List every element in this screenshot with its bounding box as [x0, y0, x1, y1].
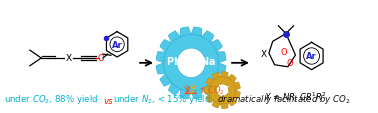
Text: $\uparrow$$CO_2$: $\uparrow$$CO_2$ [197, 84, 225, 97]
Text: X: X [66, 54, 72, 63]
Polygon shape [204, 72, 240, 109]
Text: O: O [281, 47, 287, 56]
Circle shape [164, 35, 218, 91]
Text: Ar: Ar [112, 40, 122, 49]
Text: dramatically facilitated by $CO_2$: dramatically facilitated by $CO_2$ [217, 92, 350, 105]
Text: O: O [287, 59, 293, 68]
Text: under $N_2$, < 15% yield,: under $N_2$, < 15% yield, [113, 92, 214, 105]
Text: PhSO$_2$Na: PhSO$_2$Na [166, 54, 216, 68]
Polygon shape [184, 91, 197, 94]
Polygon shape [189, 84, 196, 94]
Polygon shape [183, 85, 190, 94]
Circle shape [217, 84, 228, 96]
Text: X: X [261, 49, 267, 58]
Text: vs: vs [104, 96, 113, 105]
Circle shape [209, 77, 236, 104]
Text: Ar: Ar [306, 52, 317, 61]
Text: under $CO_2$, 88% yield: under $CO_2$, 88% yield [4, 92, 99, 105]
Text: PC: PC [216, 85, 229, 94]
Polygon shape [156, 28, 226, 99]
Text: O: O [98, 54, 104, 63]
Text: X = NR, CR$^1$R$^2$: X = NR, CR$^1$R$^2$ [264, 89, 327, 103]
Circle shape [177, 49, 205, 78]
